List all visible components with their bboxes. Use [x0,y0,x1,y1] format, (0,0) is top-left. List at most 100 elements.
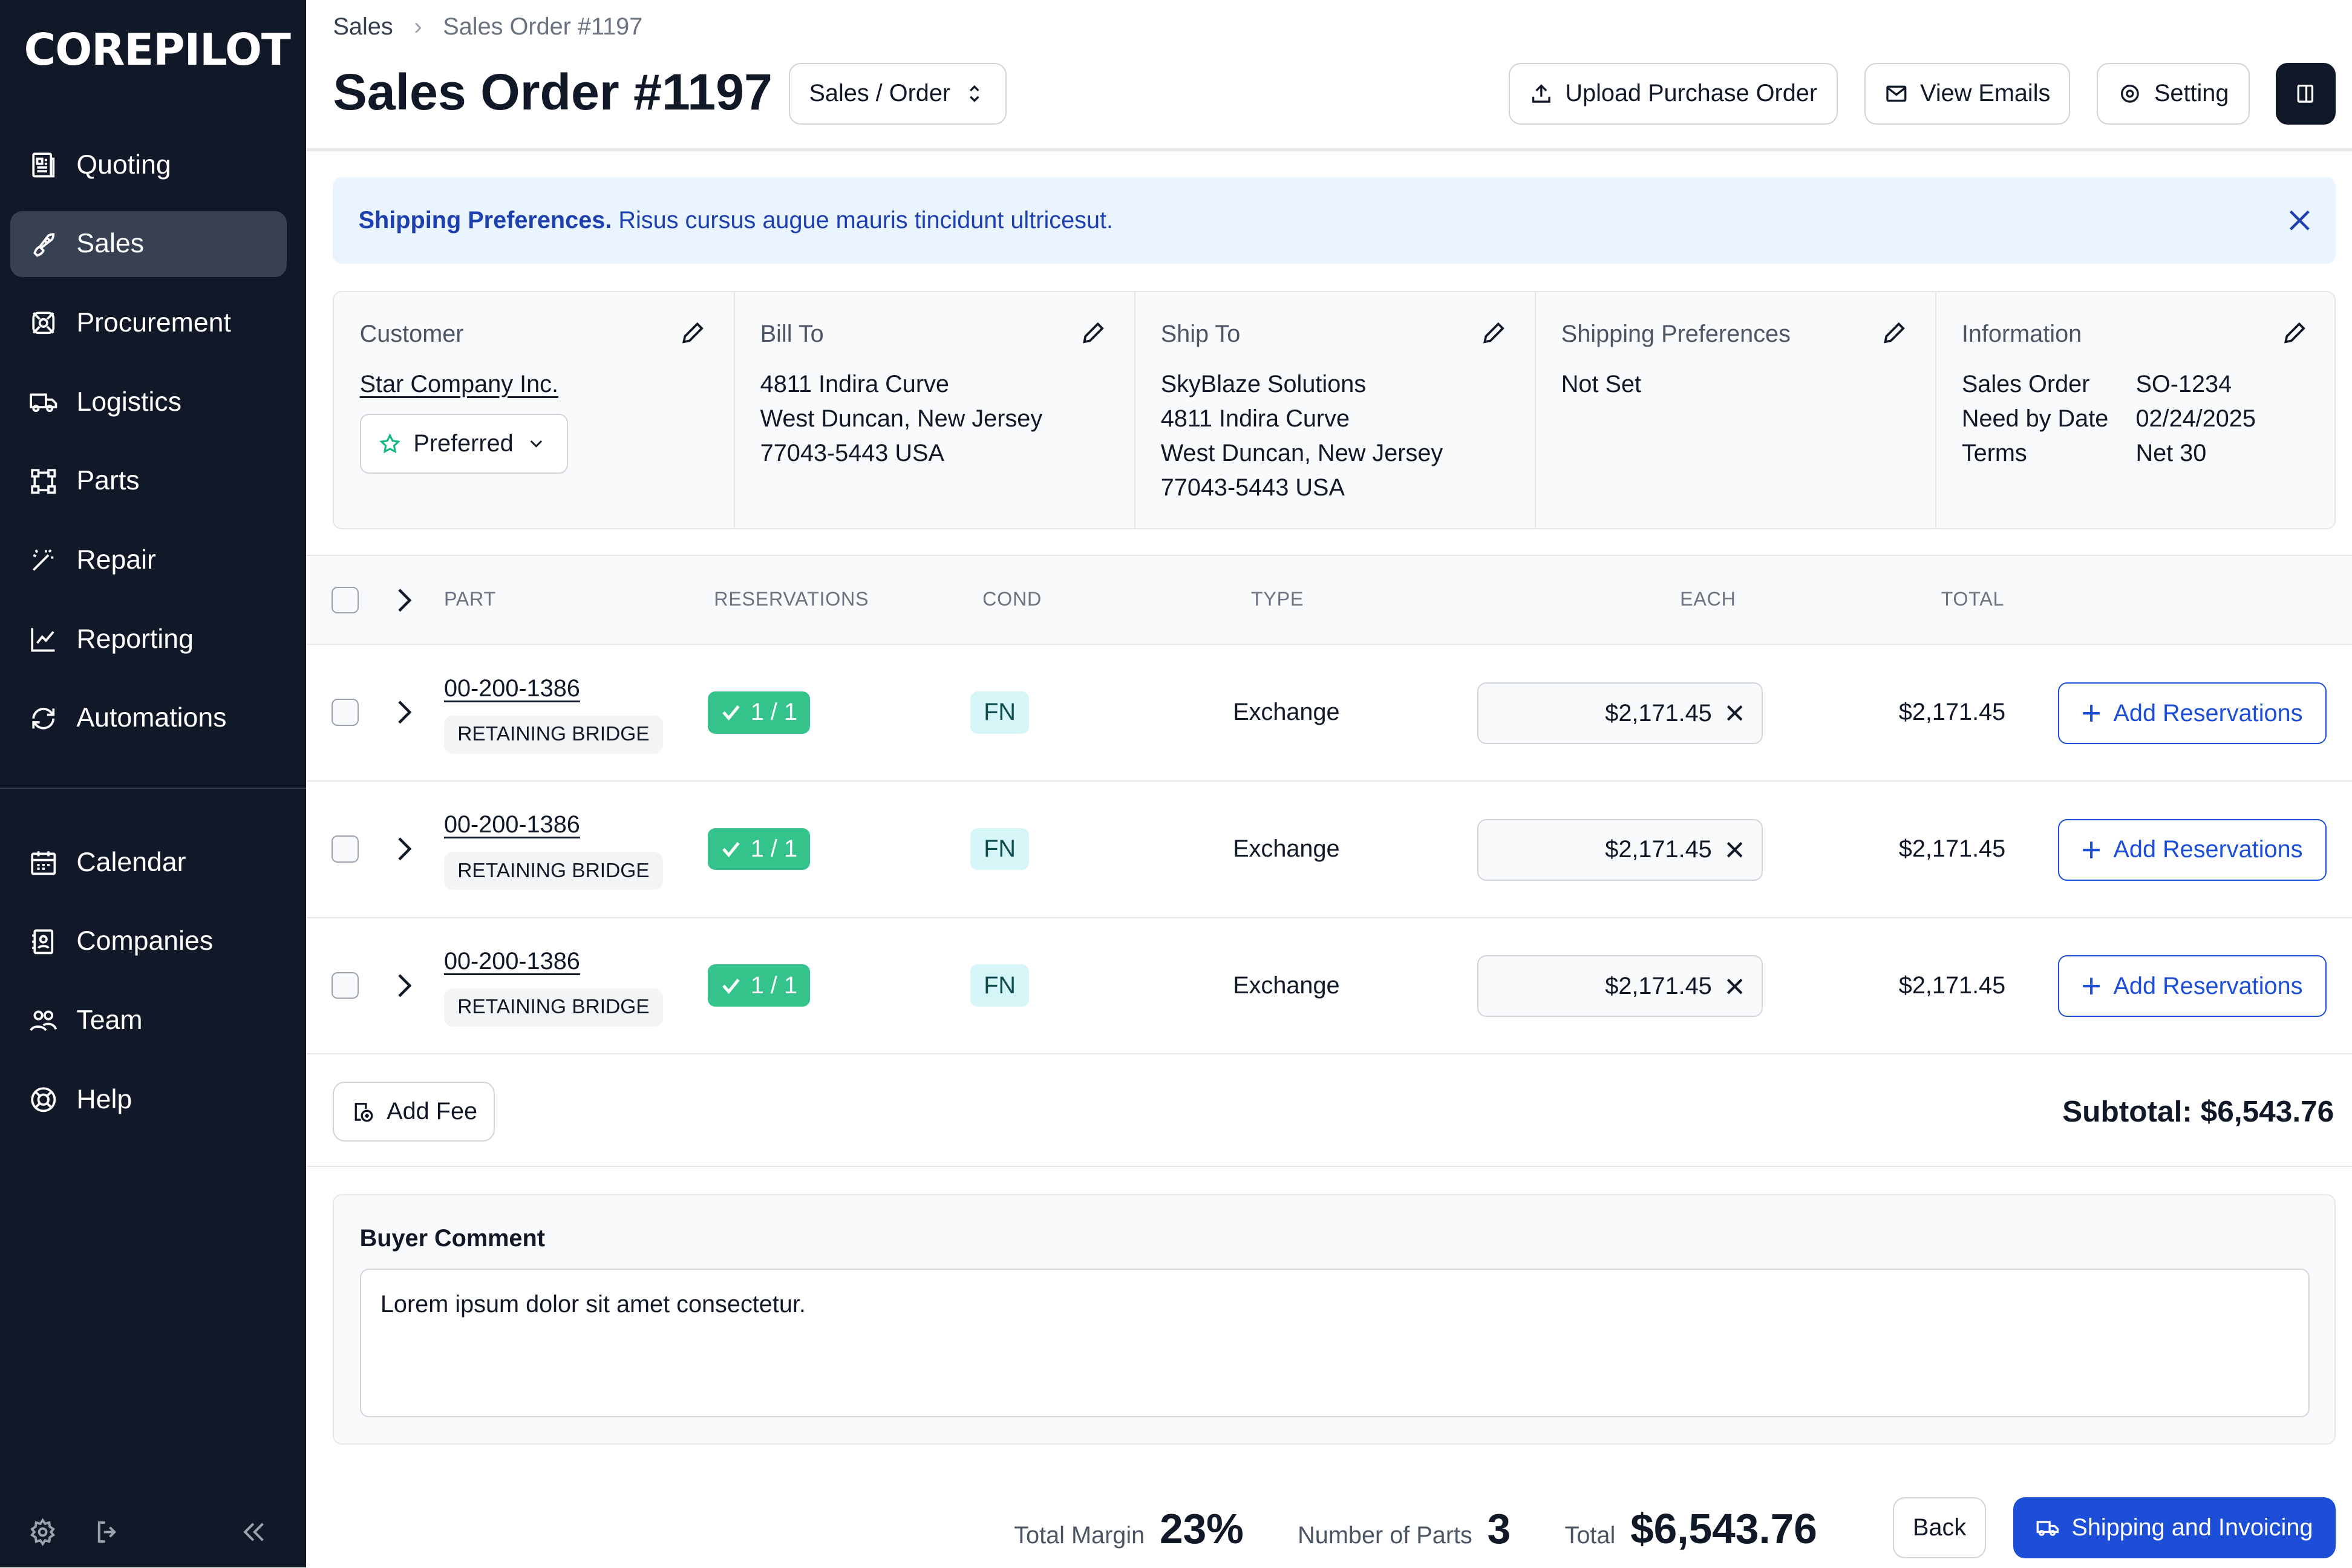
line-total: $2,171.45 [1898,699,2006,726]
plus-icon [2083,841,2100,858]
upload-icon [1532,84,1550,103]
reservations-count: 1 / 1 [750,699,798,726]
sidebar-item-team[interactable]: Team [10,988,286,1054]
customer-tier-dropdown[interactable]: Preferred [359,413,569,474]
part-number-link[interactable]: 00-200-1386 [443,811,580,838]
add-reservations-label: Add Reservations [2113,699,2303,727]
sidebar-item-label: Parts [76,466,140,496]
sidebar-item-parts[interactable]: Parts [10,448,286,514]
shipping-and-invoicing-button[interactable]: Shipping and Invoicing [2013,1497,2336,1559]
customer-name-link[interactable]: Star Company Inc. [359,370,559,397]
clear-price-icon[interactable] [1726,705,1743,721]
view-select[interactable]: Sales / Order [789,63,1007,125]
chevron-down-icon [530,440,542,448]
type-value: Exchange [1233,972,1340,999]
row-checkbox[interactable] [331,835,359,863]
gear-icon [2121,85,2140,103]
expand-all-chevron-icon[interactable] [393,587,414,614]
view-emails-button[interactable]: View Emails [1864,63,2070,125]
check-icon [722,841,740,858]
info-label: Terms [1961,440,2027,467]
breadcrumb-sales[interactable]: Sales [333,13,393,41]
collapse-sidebar-icon[interactable] [238,1518,269,1546]
banner-text: Risus cursus augue mauris tincidunt ultr… [618,206,1114,234]
expand-row-chevron-icon[interactable] [393,835,414,863]
chevron-up-down-icon [969,85,979,102]
sidebar-item-help[interactable]: Help [10,1067,286,1132]
each-price-input[interactable]: $2,171.45 [1477,955,1763,1018]
total-value: $6,543.76 [1630,1505,1817,1553]
info-value: 02/24/2025 [2135,405,2256,432]
breadcrumb-chevron-icon: › [414,13,422,41]
toggle-panel-button[interactable] [2275,63,2336,125]
expand-row-chevron-icon[interactable] [393,972,414,999]
rocket-icon [33,233,55,257]
sidebar-item-logistics[interactable]: Logistics [10,369,286,435]
add-reservations-button[interactable]: Add Reservations [2058,682,2327,744]
setting-button[interactable]: Setting [2097,63,2250,125]
ship-to-line: 77043-5443 USA [1160,474,1345,501]
info-value: Net 30 [2135,440,2207,467]
sidebar: COREPILOT Quoting Sales Procurement Logisti… [0,0,306,1568]
sidebar-item-automations[interactable]: Automations [10,685,286,751]
part-number-link[interactable]: 00-200-1386 [443,675,580,702]
bill-to-line: 4811 Indira Curve [760,370,949,397]
chart-line-icon [31,628,55,652]
row-checkbox[interactable] [331,699,359,727]
column-header-part: PART [443,588,496,610]
breadcrumb-current: Sales Order #1197 [443,13,643,41]
bill-to-line: West Duncan, New Jersey [760,405,1043,432]
buyer-comment-textarea[interactable]: Lorem ipsum dolor sit amet consectetur. [359,1269,2310,1417]
settings-gear-icon[interactable] [28,1518,57,1547]
condition-badge: FN [970,964,1029,1007]
table-header [305,555,2352,645]
column-header-total: TOTAL [1941,588,2005,610]
upload-purchase-order-button[interactable]: Upload Purchase Order [1509,63,1838,125]
edit-bill-to-pencil-icon[interactable] [1080,319,1107,347]
parts-icon [31,468,56,494]
add-fee-label: Add Fee [387,1097,478,1125]
add-reservations-button[interactable]: Add Reservations [2058,955,2327,1018]
subtotal: Subtotal: $6,543.76 [2062,1094,2334,1128]
shipping-and-invoicing-label: Shipping and Invoicing [2071,1514,2313,1541]
add-fee-button[interactable]: Add Fee [333,1081,495,1142]
edit-customer-pencil-icon[interactable] [679,319,707,347]
part-description-tag: RETAINING BRIDGE [443,852,663,890]
sidebar-item-reporting[interactable]: Reporting [10,606,286,672]
each-price-input[interactable]: $2,171.45 [1477,682,1763,744]
calendar-icon [31,851,56,875]
expand-row-chevron-icon[interactable] [393,699,414,726]
check-icon [722,978,740,994]
clear-price-icon[interactable] [1726,841,1743,858]
sidebar-item-calendar[interactable]: Calendar [10,829,286,895]
part-number-link[interactable]: 00-200-1386 [443,948,580,975]
add-reservations-button[interactable]: Add Reservations [2058,818,2327,881]
column-header-reservations: RESERVATIONS [714,588,869,610]
edit-shipping-preferences-pencil-icon[interactable] [1881,319,1908,347]
close-icon[interactable] [2289,210,2310,231]
select-all-checkbox[interactable] [331,586,359,614]
sidebar-divider [0,787,306,789]
ship-to-line: SkyBlaze Solutions [1160,370,1367,397]
type-value: Exchange [1233,835,1340,863]
number-of-parts-value: 3 [1487,1505,1511,1553]
reservations-badge: 1 / 1 [708,828,810,871]
back-button[interactable]: Back [1893,1497,1986,1559]
logout-icon[interactable] [93,1518,122,1546]
sidebar-item-companies[interactable]: Companies [10,909,286,975]
clear-price-icon[interactable] [1726,978,1743,995]
sidebar-item-quoting[interactable]: Quoting [10,132,286,198]
wand-icon [33,549,54,571]
buyer-comment-card: Buyer Comment Lorem ipsum dolor sit amet… [333,1194,2336,1445]
each-price-input[interactable]: $2,171.45 [1477,818,1763,881]
shipping-preferences-card: Shipping Preferences Not Set [1536,292,1936,529]
sidebar-item-repair[interactable]: Repair [10,528,286,593]
edit-information-pencil-icon[interactable] [2281,319,2308,347]
sidebar-item-procurement[interactable]: Procurement [10,290,286,356]
header-divider [305,148,2352,152]
edit-ship-to-pencil-icon[interactable] [1480,319,1508,347]
row-checkbox[interactable] [331,972,359,999]
each-price-value: $2,171.45 [1605,972,1712,999]
view-select-label: Sales / Order [809,80,951,107]
sidebar-item-sales[interactable]: Sales [10,211,287,277]
